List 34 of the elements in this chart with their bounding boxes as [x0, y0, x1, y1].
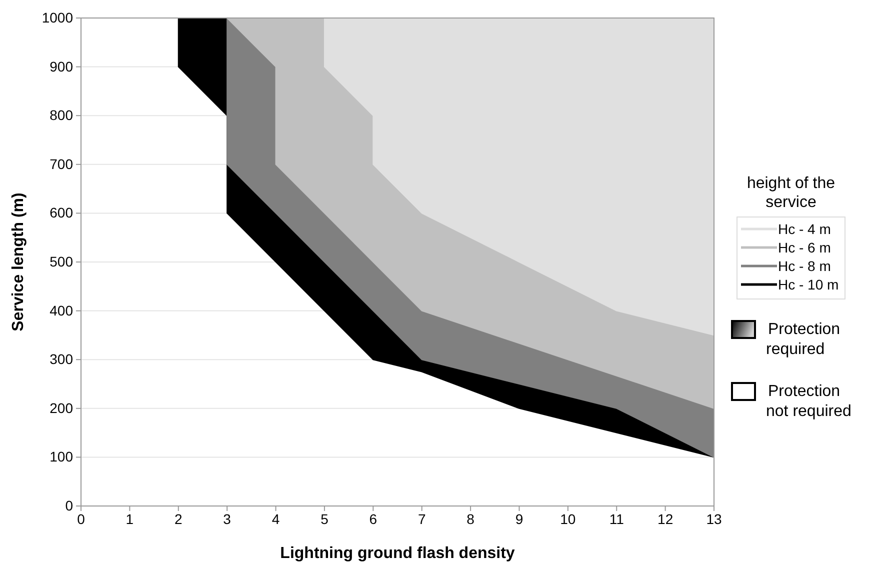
y-tick-label: 500 [50, 253, 74, 270]
x-tick-label: 4 [272, 510, 280, 527]
x-tick-label: 13 [706, 510, 722, 527]
x-tick-label: 1 [126, 510, 134, 527]
text: Protection required [766, 321, 840, 358]
x-tick-label: 7 [418, 510, 426, 527]
x-tick-label: 0 [77, 510, 86, 527]
x-tick-label: 9 [515, 510, 524, 527]
x-tick-label: 8 [466, 510, 475, 527]
legend-label: Hc - 6 m [778, 240, 831, 256]
y-tick-label: 800 [50, 107, 74, 124]
y-tick-label: 1000 [42, 9, 74, 26]
x-tick-label: 10 [560, 510, 576, 527]
x-tick-label: 5 [320, 510, 329, 527]
text: Protection not required [766, 383, 852, 420]
y-tick-label: 900 [50, 58, 74, 74]
legend-label: Hc - 8 m [778, 258, 831, 274]
x-tick-label: 12 [658, 510, 674, 527]
x-tick-label: 3 [223, 510, 232, 527]
legend-label: Hc - 10 m [778, 276, 839, 292]
y-axis-title: Service length (m) [10, 192, 27, 332]
y-tick-label: 100 [50, 448, 74, 465]
x-tick-label: 2 [174, 510, 182, 527]
x-tick-label: 6 [369, 510, 378, 527]
legend-label: Hc - 4 m [778, 221, 831, 237]
y-tick-label: 600 [50, 204, 74, 221]
y-tick-label: 200 [50, 400, 74, 416]
x-tick-label: 11 [609, 510, 624, 527]
y-tick-label: 400 [50, 302, 74, 318]
x-axis-title: Lightning ground flash density [280, 545, 515, 562]
y-tick-label: 300 [50, 351, 74, 368]
legend-title: height of the service [746, 175, 836, 211]
y-tick-label: 700 [50, 156, 74, 172]
y-tick-label: 0 [65, 497, 74, 514]
